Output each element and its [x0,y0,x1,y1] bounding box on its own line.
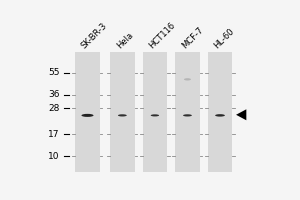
Bar [208,52,232,172]
Ellipse shape [184,78,191,81]
Bar [75,52,100,172]
Text: 28: 28 [48,104,60,113]
Text: HL-60: HL-60 [212,26,236,50]
Text: 55: 55 [48,68,60,77]
Bar [175,52,200,172]
Text: 36: 36 [48,90,60,99]
Text: MCF-7: MCF-7 [180,25,205,50]
Ellipse shape [183,114,192,116]
Text: Hela: Hela [115,30,135,50]
Ellipse shape [118,114,127,116]
Ellipse shape [215,114,225,117]
Ellipse shape [81,114,94,117]
Bar [110,52,135,172]
Text: SK-BR-3: SK-BR-3 [80,21,109,50]
Polygon shape [236,109,246,120]
Text: 10: 10 [48,152,60,161]
Text: 17: 17 [48,130,60,139]
Bar [143,52,167,172]
Ellipse shape [151,114,159,116]
Text: HCT116: HCT116 [147,20,177,50]
